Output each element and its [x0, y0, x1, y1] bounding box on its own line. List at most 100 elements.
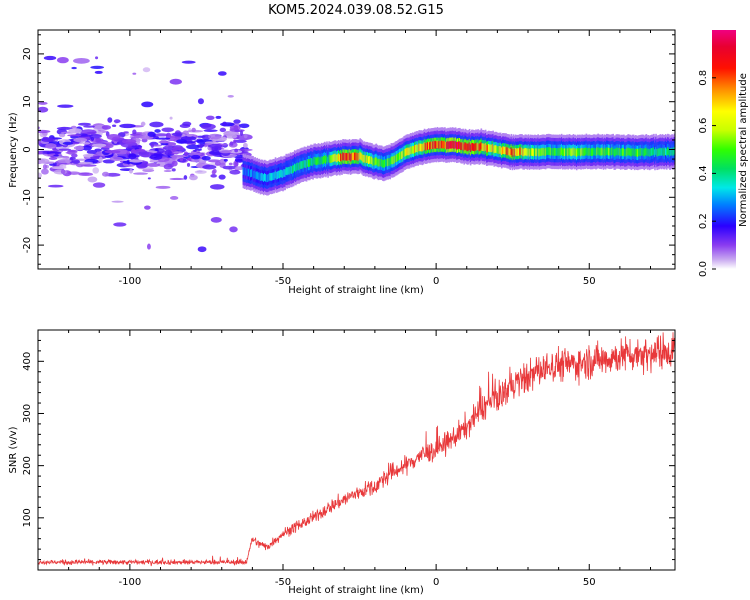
ridge-cell	[602, 148, 605, 157]
ridge-cell	[283, 169, 285, 177]
ridge-cell	[475, 142, 477, 151]
ridge-cell	[350, 153, 353, 161]
ridge-cell	[553, 148, 556, 156]
ridge-cell	[359, 151, 362, 160]
ridge-cell	[541, 147, 544, 156]
ridge-cell	[447, 141, 449, 149]
ridge-cell	[389, 158, 392, 166]
noise-cell	[186, 162, 191, 167]
ridge-cell	[339, 154, 341, 163]
noise-cell	[188, 174, 198, 181]
ridge-cell	[625, 148, 627, 157]
ridge-cell	[523, 148, 526, 157]
noise-cell	[169, 196, 179, 200]
ridge-cell	[423, 142, 426, 150]
ridge-cell	[329, 155, 332, 163]
ridge-cell	[363, 154, 366, 163]
noise-cell	[140, 121, 146, 127]
colorbar-label: Normalized spectral amplitude	[738, 73, 749, 227]
colorbar-tick-label: 0.2	[698, 213, 709, 229]
ridge-cell	[646, 148, 649, 157]
noise-cell	[149, 121, 164, 128]
noise-cell	[52, 162, 57, 167]
ridge-cell	[556, 148, 559, 156]
ridge-cell	[274, 170, 277, 179]
ridge-cell	[292, 165, 295, 173]
spectrogram-x-label: Height of straight line (km)	[288, 285, 424, 296]
noise-cell	[162, 145, 176, 151]
ridge-cell	[262, 174, 265, 182]
ridge-cell	[267, 174, 269, 183]
noise-cell	[147, 131, 156, 137]
ridge-cell	[420, 143, 423, 152]
ridge-cell	[586, 148, 589, 156]
ridge-cell	[313, 157, 315, 165]
snr-y-label: SNR (v/v)	[8, 426, 19, 473]
ridge-cell	[321, 156, 324, 165]
ridge-cell	[511, 149, 514, 157]
ridge-cell	[535, 148, 537, 157]
noise-cell	[71, 66, 77, 70]
ridge-cell	[250, 169, 252, 178]
ridge-cell	[513, 149, 516, 157]
noise-cell	[153, 133, 169, 137]
ridge-cell	[440, 140, 443, 149]
ridge-cell	[351, 152, 354, 161]
ridge-cell	[425, 142, 428, 151]
ridge-cell	[527, 147, 530, 156]
ridge-cell	[245, 168, 248, 177]
ridge-cell	[653, 147, 655, 155]
noise-cell	[90, 155, 107, 160]
ridge-cell	[655, 147, 657, 155]
ridge-cell	[469, 144, 472, 153]
ridge-cell	[644, 148, 647, 156]
ridge-cell	[331, 154, 334, 163]
ridge-cell	[521, 147, 523, 156]
noise-cell	[48, 157, 58, 160]
ridge-cell	[428, 141, 430, 150]
ridge-cell	[530, 148, 533, 156]
noise-cell	[172, 146, 185, 151]
ridge-cell	[537, 147, 539, 156]
ridge-cell	[415, 144, 417, 153]
ridge-cell	[670, 148, 672, 156]
noise-cell	[163, 163, 173, 170]
ridge-cell	[661, 147, 664, 156]
noise-cell	[94, 148, 102, 152]
ridge-cell	[330, 155, 333, 164]
ridge-cell	[244, 167, 247, 176]
ridge-cell	[328, 154, 330, 163]
noise-cell	[149, 153, 163, 160]
ridge-cell	[627, 147, 629, 156]
ridge-cell	[445, 141, 447, 150]
ridge-cell	[254, 170, 256, 179]
noise-cell	[210, 216, 222, 223]
ridge-cell	[482, 143, 485, 152]
ridge-cell	[327, 156, 329, 165]
ridge-cell	[600, 148, 603, 156]
ridge-cell	[297, 162, 299, 171]
ridge-cell	[357, 153, 359, 161]
snr-series-line	[38, 332, 675, 567]
ridge-cell	[574, 148, 577, 156]
noise-cell	[219, 127, 227, 133]
x-tick-label: 0	[433, 276, 439, 287]
ridge-cell	[367, 156, 370, 164]
ridge-cell	[401, 151, 403, 159]
noise-cell	[160, 142, 169, 146]
ridge-cell	[547, 147, 549, 155]
ridge-cell	[635, 148, 638, 157]
ridge-cell	[315, 157, 318, 166]
ridge-cell	[388, 157, 390, 166]
ridge-cell	[568, 147, 571, 156]
noise-cell	[209, 184, 225, 190]
noise-cell	[242, 142, 248, 149]
ridge-cell	[284, 169, 286, 177]
ridge-cell	[352, 152, 355, 161]
ridge-cell	[648, 149, 651, 157]
ridge-cell	[403, 149, 405, 157]
ridge-cell	[509, 148, 512, 157]
ridge-cell	[242, 167, 245, 175]
x-tick-label: -50	[275, 276, 291, 287]
ridge-cell	[390, 156, 393, 165]
